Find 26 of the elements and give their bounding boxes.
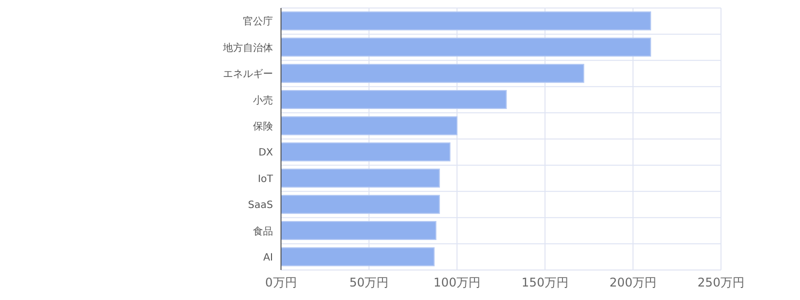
y-tick-label: 官公庁 (243, 16, 273, 28)
x-tick-label: 100万円 (434, 276, 480, 290)
bar (281, 142, 450, 162)
bar (281, 221, 436, 240)
y-tick-label: IoT (258, 174, 274, 185)
bar (281, 247, 435, 266)
y-tick-label: DX (258, 148, 274, 159)
x-tick-label: 200万円 (610, 276, 656, 290)
x-tick-label: 250万円 (698, 276, 744, 290)
bar (281, 90, 507, 110)
bar (281, 194, 440, 214)
bar (281, 116, 458, 136)
y-tick-label: エネルギー (223, 68, 273, 80)
y-tick-label: 食品 (253, 225, 273, 238)
bar (281, 64, 584, 83)
y-tick-label: SaaS (248, 200, 273, 212)
bar (281, 168, 440, 188)
y-tick-label: 地方自治体 (222, 42, 273, 54)
y-tick-label: 小売 (253, 94, 273, 106)
bar (281, 38, 652, 57)
x-tick-label: 50万円 (349, 276, 389, 290)
x-tick-label: 0万円 (265, 276, 297, 290)
bar (281, 11, 652, 30)
y-tick-label: AI (263, 252, 273, 264)
y-tick-label: 保険 (253, 121, 273, 132)
x-tick-label: 150万円 (522, 276, 568, 290)
